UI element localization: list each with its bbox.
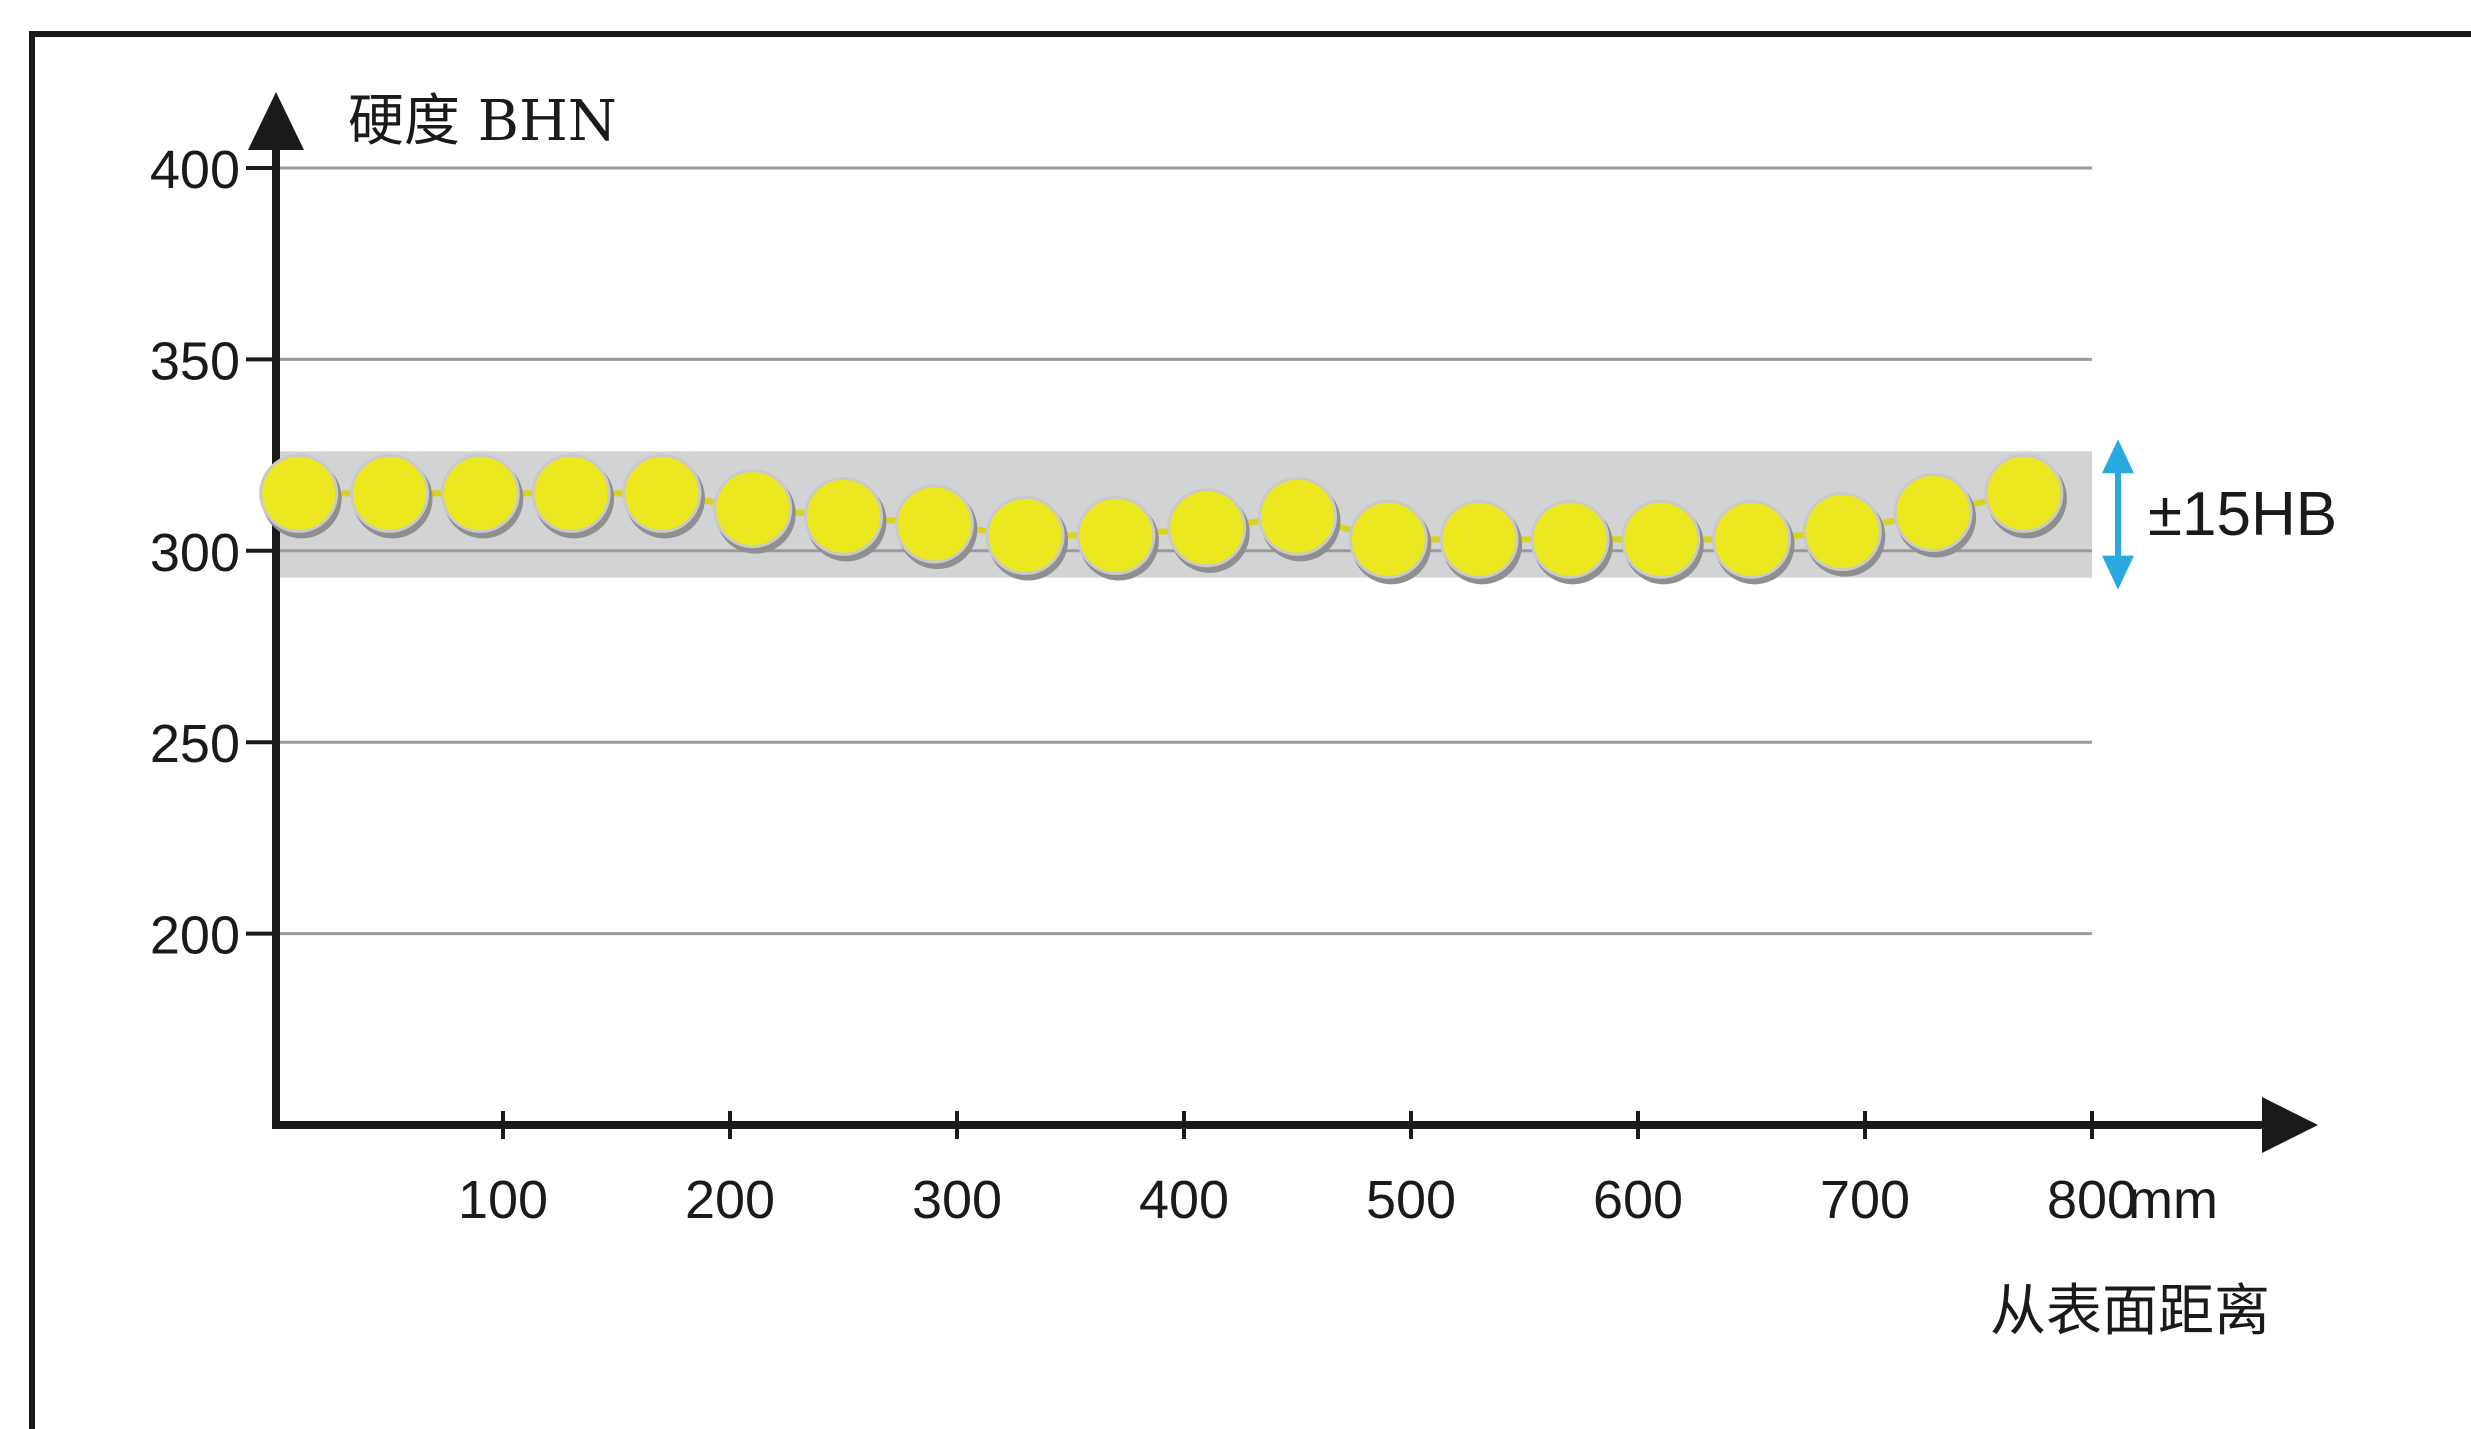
chart-frame: [29, 31, 2471, 1429]
x-tick-label-500: 500: [1366, 1170, 1456, 1230]
x-tick-label-600: 600: [1593, 1170, 1683, 1230]
x-axis-arrow: [2262, 1097, 2318, 1153]
tolerance-arrow-up: [2102, 439, 2134, 474]
data-point-4: [622, 453, 702, 533]
y-tick-label-300: 300: [150, 523, 240, 583]
data-point-14: [1530, 499, 1610, 579]
axes: [248, 92, 2318, 1153]
x-axis-title: 从表面距离: [1990, 1279, 2270, 1344]
data-point-0: [259, 453, 339, 533]
data-point-18: [1893, 473, 1973, 553]
y-axis-title: 硬度 BHN: [348, 89, 617, 154]
data-point-9: [1076, 495, 1156, 575]
series-hardness: [259, 453, 2067, 585]
data-point-10: [1167, 488, 1247, 568]
data-point-12: [1348, 499, 1428, 579]
data-point-16: [1712, 499, 1791, 579]
x-tick-label-400: 400: [1139, 1170, 1229, 1230]
data-point-3: [531, 453, 611, 533]
x-axis-unit: mm: [2128, 1170, 2218, 1230]
y-axis-arrow: [248, 92, 304, 150]
data-point-5: [713, 469, 793, 549]
x-tick-label-700: 700: [1820, 1170, 1910, 1230]
x-tick-label-800: 800: [2047, 1170, 2137, 1230]
data-point-2: [440, 453, 520, 533]
x-tick-label-300: 300: [912, 1170, 1002, 1230]
y-tick-label-350: 350: [150, 331, 240, 391]
axis-ticks: 200 250 300 350 400 100 200 300 400 500 600 700 800: [150, 140, 2137, 1230]
y-tick-label-200: 200: [150, 906, 240, 966]
x-tick-label-200: 200: [685, 1170, 775, 1230]
data-point-17: [1802, 492, 1882, 572]
data-point-6: [804, 476, 883, 556]
data-point-8: [985, 495, 1065, 575]
tolerance-arrow: [2102, 439, 2134, 590]
data-point-19: [1984, 453, 2064, 533]
data-point-11: [1258, 476, 1337, 556]
data-point-1: [350, 453, 429, 533]
x-tick-label-100: 100: [458, 1170, 548, 1230]
data-point-15: [1621, 499, 1701, 579]
data-point-13: [1439, 499, 1519, 579]
tolerance-arrow-down: [2102, 555, 2134, 590]
y-tick-label-250: 250: [150, 714, 240, 774]
tolerance-label: ±15HB: [2148, 480, 2337, 549]
data-point-7: [894, 484, 974, 564]
y-tick-label-400: 400: [150, 140, 240, 200]
